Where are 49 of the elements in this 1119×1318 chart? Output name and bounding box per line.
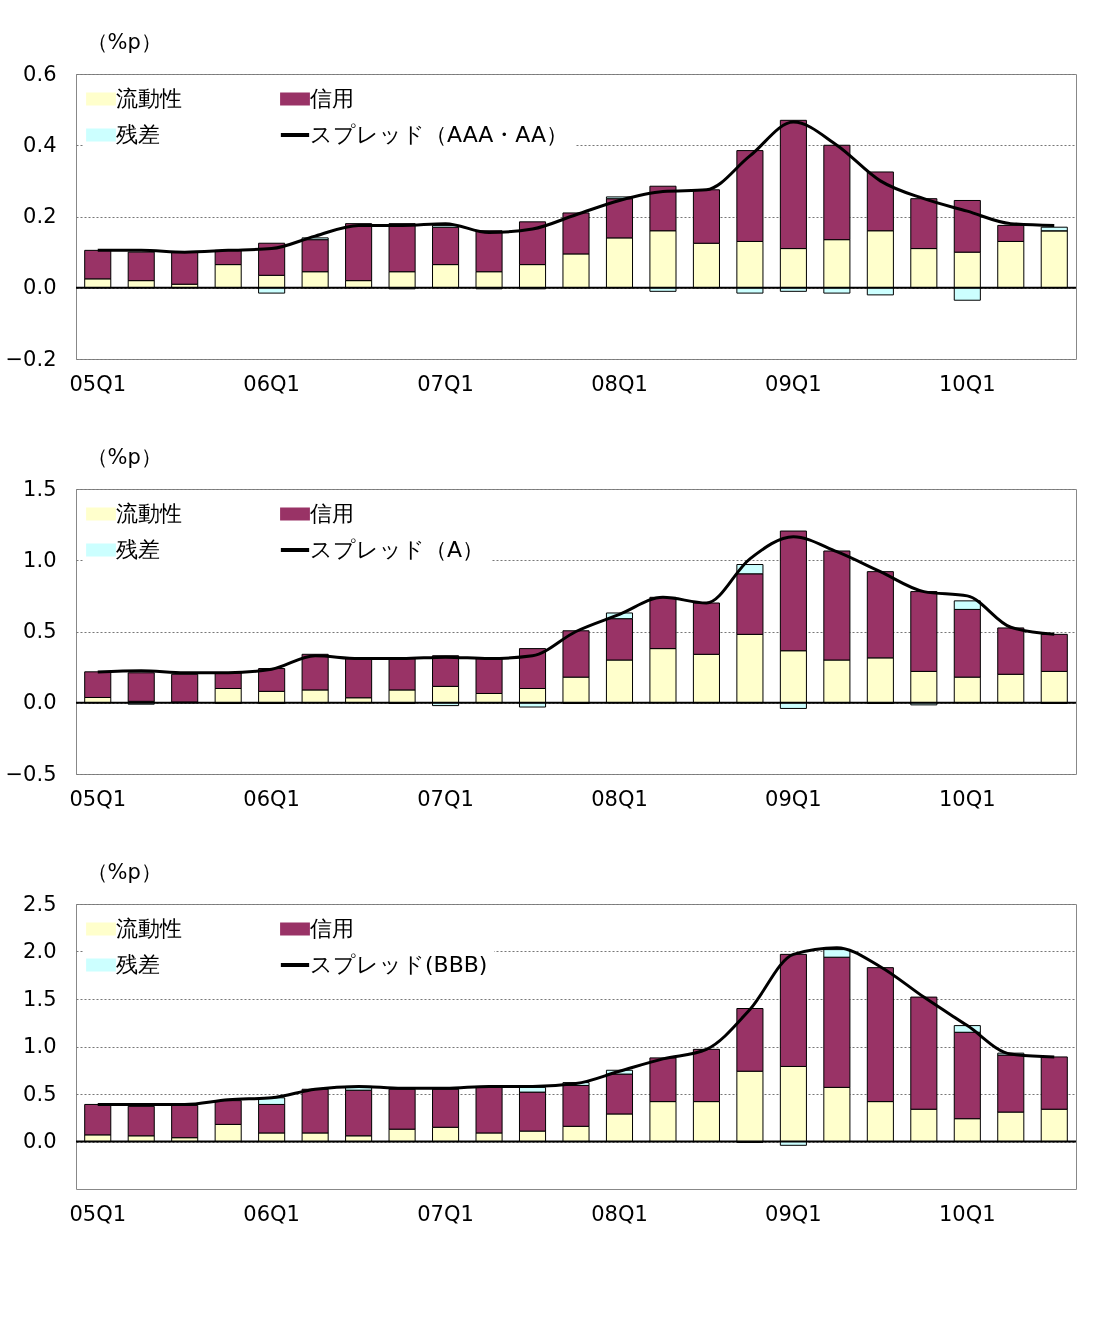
y-tick-label: 1.5 <box>23 476 57 501</box>
y-tick-label: 1.0 <box>23 1034 57 1058</box>
legend-label: 残差 <box>116 537 160 562</box>
y-tick-label: 0.0 <box>23 1129 57 1153</box>
x-tick-label: 08Q1 <box>591 371 648 396</box>
x-tick-label: 08Q1 <box>591 1201 648 1226</box>
y-tick-label: 0.4 <box>23 132 57 157</box>
y-tick-label: 0.0 <box>23 275 57 300</box>
x-tick-label: 10Q1 <box>938 371 996 396</box>
legend-label: 信用 <box>310 501 354 526</box>
y-tick-label: −0.5 <box>5 761 57 786</box>
y-tick-label: 1.0 <box>23 547 57 572</box>
x-tick-label: 09Q1 <box>765 1201 822 1226</box>
y-axis-title: （%p） <box>86 859 162 884</box>
y-tick-label: 0.0 <box>23 690 57 715</box>
legend-label: 残差 <box>116 952 160 977</box>
x-tick-label: 07Q1 <box>417 786 474 811</box>
legend-label: スプレッド（AAA・AA） <box>310 122 569 147</box>
x-tick-label: 05Q1 <box>69 371 127 396</box>
y-tick-label: 0.2 <box>23 204 57 228</box>
y-tick-label: 2.5 <box>23 891 57 916</box>
legend-label: 流動性 <box>116 501 182 526</box>
legend-label: 流動性 <box>116 86 182 111</box>
y-axis-title: （%p） <box>86 29 162 54</box>
x-tick-label: 07Q1 <box>417 371 474 396</box>
y-tick-label: 2.0 <box>23 939 57 963</box>
x-tick-label: 10Q1 <box>938 1201 996 1226</box>
x-tick-label: 05Q1 <box>69 786 127 811</box>
legend-label: 流動性 <box>116 916 182 941</box>
y-tick-label: 1.5 <box>23 986 57 1011</box>
x-tick-label: 08Q1 <box>591 786 648 811</box>
x-tick-label: 10Q1 <box>938 786 996 811</box>
legend-label: 信用 <box>310 916 354 941</box>
x-tick-label: 05Q1 <box>69 1201 127 1226</box>
x-tick-label: 07Q1 <box>417 1201 474 1226</box>
x-tick-label: 06Q1 <box>243 371 300 396</box>
y-tick-label: −0.2 <box>5 346 57 371</box>
y-tick-label: 0.5 <box>23 619 57 643</box>
y-tick-label: 0.6 <box>23 61 57 86</box>
legend-label: 残差 <box>116 122 160 147</box>
legend-label: スプレッド(BBB) <box>310 952 488 977</box>
legend-label: 信用 <box>310 86 354 111</box>
y-axis-title: （%p） <box>86 444 162 469</box>
x-tick-label: 06Q1 <box>243 786 300 811</box>
y-tick-label: 0.5 <box>23 1081 57 1106</box>
x-tick-label: 09Q1 <box>765 786 822 811</box>
x-tick-label: 06Q1 <box>243 1201 300 1226</box>
x-tick-label: 09Q1 <box>765 371 822 396</box>
legend-label: スプレッド（A） <box>310 537 485 562</box>
